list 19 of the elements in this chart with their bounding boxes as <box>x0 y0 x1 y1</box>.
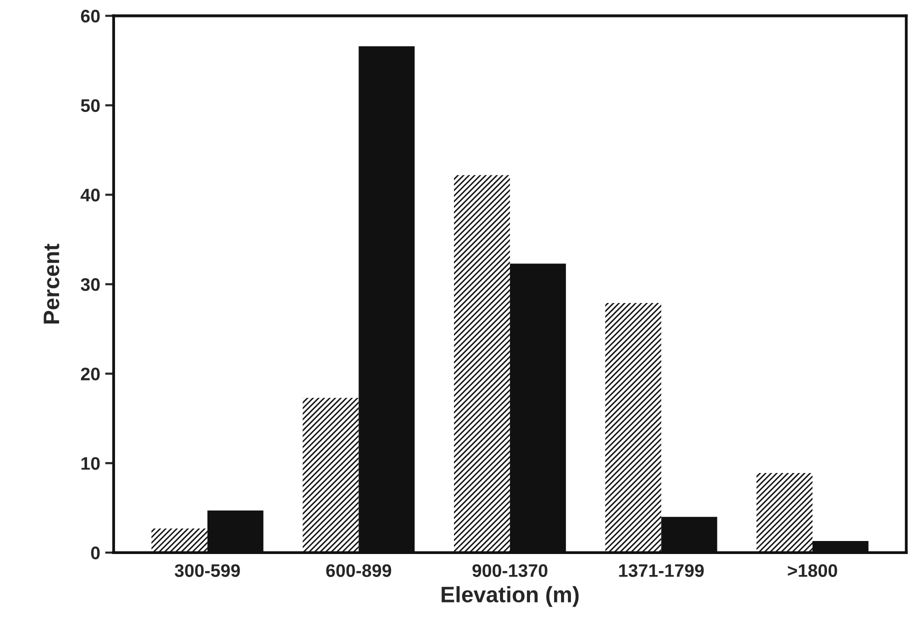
x-tick-label: >1800 <box>788 564 838 577</box>
bar <box>756 472 812 553</box>
x-tick-label: 900-1370 <box>472 564 548 578</box>
y-tick-label: 0 <box>91 546 100 560</box>
bar <box>151 528 208 553</box>
y-tick-label: 50 <box>80 99 100 112</box>
y-tick-label: 40 <box>80 188 100 202</box>
bar <box>454 175 510 553</box>
y-axis-title: Percent <box>44 244 60 324</box>
bar <box>605 303 662 553</box>
y-tick-label: 20 <box>80 368 100 380</box>
x-tick-label: 600-899 <box>326 564 392 577</box>
y-tick-label: 30 <box>80 278 100 291</box>
x-tick-label: 1371-1799 <box>619 564 704 578</box>
y-tick-label: 60 <box>81 10 100 23</box>
y-tick-label: 10 <box>81 457 100 470</box>
x-tick-label: 300-599 <box>174 564 240 578</box>
bar <box>302 398 359 553</box>
x-axis-title: Elevation (m) <box>442 586 579 607</box>
